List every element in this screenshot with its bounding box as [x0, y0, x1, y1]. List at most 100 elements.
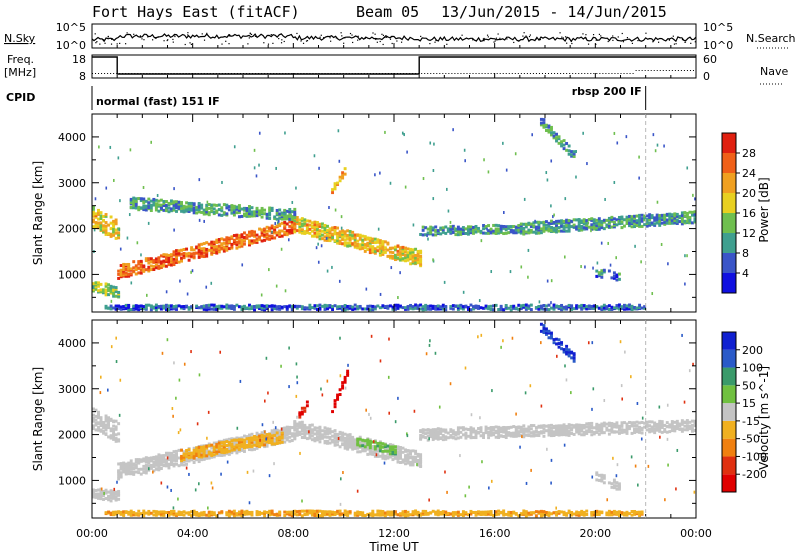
heatmap-cell	[668, 214, 672, 218]
heatmap-cell	[607, 509, 611, 513]
heatmap-cell	[353, 303, 357, 307]
scatter-cell	[575, 175, 577, 179]
heatmap-cell	[466, 307, 470, 311]
heatmap-cell	[623, 428, 626, 432]
heatmap-cell	[351, 444, 355, 448]
heatmap-cell	[109, 234, 113, 238]
heatmap-cell	[628, 217, 631, 221]
heatmap-cell	[454, 227, 458, 231]
heatmap-cell	[675, 214, 679, 218]
heatmap-cell	[371, 450, 375, 454]
heatmap-cell	[114, 512, 118, 516]
heatmap-cell	[313, 231, 317, 235]
heatmap-cell	[326, 432, 329, 436]
nave-dot	[116, 73, 118, 74]
heatmap-cell	[426, 431, 430, 435]
heatmap-cell	[230, 448, 234, 452]
heatmap-cell	[685, 427, 689, 431]
heatmap-cell	[419, 458, 423, 462]
heatmap-cell	[497, 435, 501, 439]
heatmap-cell	[555, 424, 558, 428]
heatmap-cell	[288, 224, 292, 228]
heatmap-cell	[547, 511, 551, 515]
heatmap-cell	[338, 445, 342, 449]
heatmap-cell	[104, 496, 108, 500]
heatmap-cell	[404, 246, 407, 250]
heatmap-cell	[419, 251, 423, 255]
power-ylabel: Slant Range [km]	[31, 161, 45, 265]
heatmap-cell	[134, 458, 138, 462]
nave-dot	[560, 73, 562, 74]
heatmap-cell	[94, 287, 98, 291]
heatmap-cell	[315, 435, 319, 439]
heatmap-cell	[645, 420, 649, 424]
heatmap-cell	[386, 512, 390, 516]
scatter-cell	[113, 178, 115, 182]
scatter-cell	[255, 174, 258, 178]
heatmap-cell	[268, 234, 272, 238]
heatmap-cell	[414, 261, 418, 265]
heatmap-cell	[99, 428, 103, 432]
heatmap-cell	[582, 433, 586, 437]
heatmap-cell	[268, 441, 272, 445]
heatmap-cell	[512, 224, 516, 228]
heatmap-cell	[562, 425, 566, 429]
heatmap-cell	[381, 452, 385, 456]
heatmap-cell	[497, 227, 501, 231]
heatmap-cell	[429, 304, 433, 308]
heatmap-cell	[522, 509, 526, 513]
heatmap-cell	[550, 429, 553, 433]
heatmap-cell	[177, 510, 181, 514]
nsearch-tick-top: 10^5	[703, 21, 733, 34]
heatmap-cell	[368, 449, 372, 453]
heatmap-cell	[409, 455, 413, 459]
heatmap-cell	[235, 438, 239, 442]
heatmap-cell	[303, 222, 307, 226]
heatmap-cell	[240, 447, 244, 451]
heatmap-cell	[300, 423, 304, 427]
heatmap-cell	[640, 224, 644, 228]
heatmap-cell	[620, 306, 624, 310]
heatmap-cell	[409, 460, 413, 464]
nave-dot	[246, 73, 248, 74]
heatmap-cell	[341, 381, 345, 385]
heatmap-cell	[167, 210, 171, 214]
heatmap-cell	[411, 255, 415, 259]
nsky-dot	[389, 38, 392, 40]
heatmap-cell	[315, 221, 319, 225]
heatmap-cell	[343, 380, 347, 384]
heatmap-cell	[542, 424, 546, 428]
heatmap-cell	[431, 228, 435, 232]
heatmap-cell	[112, 510, 116, 514]
heatmap-cell	[615, 424, 619, 428]
heatmap-cell	[300, 412, 304, 416]
heatmap-cell	[658, 222, 662, 226]
heatmap-cell	[154, 510, 158, 514]
heatmap-cell	[268, 208, 272, 212]
heatmap-cell	[177, 200, 181, 204]
nave-dot	[191, 73, 193, 74]
scatter-cell	[173, 187, 175, 191]
heatmap-cell	[227, 239, 231, 243]
scatter-cell	[198, 178, 201, 182]
heatmap-cell	[220, 304, 224, 308]
heatmap-cell	[371, 514, 375, 518]
heatmap-cell	[303, 427, 307, 431]
heatmap-cell	[346, 229, 350, 233]
heatmap-cell	[348, 510, 352, 514]
heatmap-cell	[570, 427, 574, 431]
heatmap-cell	[585, 225, 589, 229]
heatmap-cell	[348, 304, 352, 308]
heatmap-cell	[197, 208, 201, 212]
heatmap-cell	[280, 434, 284, 438]
heatmap-cell	[225, 236, 229, 240]
heatmap-cell	[560, 341, 564, 345]
heatmap-cell	[630, 308, 634, 312]
heatmap-cell	[585, 305, 589, 309]
nave-dot	[445, 73, 447, 74]
heatmap-cell	[517, 230, 521, 234]
heatmap-cell	[341, 386, 345, 390]
nsearch-tick-bottom: 10^0	[703, 39, 733, 52]
heatmap-cell	[283, 230, 287, 234]
scatter-cell	[604, 197, 606, 201]
